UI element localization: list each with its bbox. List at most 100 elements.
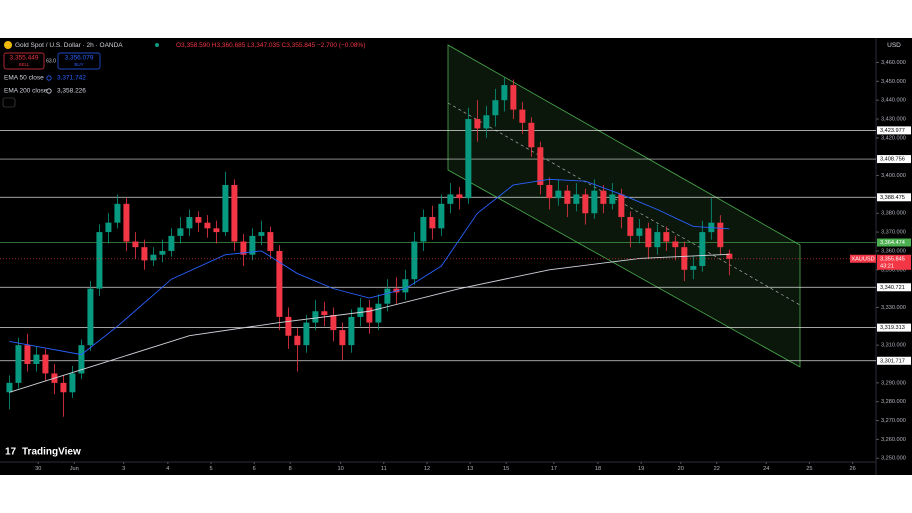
x-tick-label: 20 [678, 466, 684, 472]
ohlc-readout: O3,358.590 H3,360.685 L3,347.035 C3,355.… [176, 42, 365, 49]
candle-body [465, 119, 472, 199]
candle-body [312, 311, 319, 323]
candle-body [402, 279, 409, 293]
x-tick-label: 6 [253, 466, 256, 472]
y-tick-label: 3,420.000 [881, 135, 906, 141]
candle-body [330, 315, 337, 331]
level-label: 3,319.313 [880, 325, 905, 331]
sell-button[interactable] [3, 52, 45, 70]
candle-body [213, 228, 220, 233]
candle-body [717, 222, 724, 248]
candle-body [177, 228, 184, 236]
level-label-box [877, 155, 911, 164]
candle-body [60, 382, 67, 393]
candle-body [537, 147, 544, 185]
brand-logo: 17 [5, 447, 17, 458]
candle-body [258, 232, 265, 236]
candle-body [393, 288, 400, 293]
legend-icon [46, 88, 52, 94]
candle-body [123, 203, 130, 242]
candle-body [114, 203, 121, 223]
legend-icon [46, 75, 52, 81]
level-label-box [877, 238, 911, 247]
y-tick-label: 3,260.000 [881, 437, 906, 443]
level-label: 3,423.977 [880, 128, 905, 134]
y-tick-label: 3,370.000 [881, 230, 906, 236]
candle-body [438, 203, 445, 229]
candle-body [132, 241, 139, 248]
candle-body [429, 217, 436, 229]
level-label-box [877, 283, 911, 292]
x-tick-label: 15 [503, 466, 509, 472]
candle-body [15, 345, 22, 383]
x-tick-label: 18 [595, 466, 601, 472]
candle-body [321, 311, 328, 316]
y-tick-label: 3,290.000 [881, 380, 906, 386]
legend-value: 3,358.226 [57, 88, 86, 95]
candle-body [240, 241, 247, 255]
candle-body [411, 241, 418, 280]
x-tick-label: Jun [70, 466, 79, 472]
candle-body [87, 288, 94, 346]
candle-body [564, 190, 571, 204]
x-tick-label: 5 [209, 466, 212, 472]
x-tick-label: 30 [35, 466, 41, 472]
y-tick-label: 3,380.000 [881, 211, 906, 217]
candle-body [618, 194, 625, 218]
candle-body [501, 85, 508, 101]
candle-body [645, 228, 652, 248]
collapse-button[interactable] [2, 97, 16, 108]
candle-body [510, 85, 517, 110]
candle-body [672, 241, 679, 248]
candle-body [204, 222, 211, 229]
candle-body [546, 184, 553, 199]
legend-value: 3,371.742 [57, 75, 86, 82]
channel-midline [447, 102, 801, 306]
candle-body [78, 345, 85, 374]
y-tick-label: 3,450.000 [881, 79, 906, 85]
candle-body [267, 232, 274, 251]
buy-button[interactable] [57, 52, 101, 70]
x-tick-label: 26 [849, 466, 855, 472]
currency: USD [887, 42, 901, 49]
candle-body [609, 194, 616, 204]
candle-body [150, 254, 157, 261]
candle-body [33, 354, 40, 365]
symbol-title: Gold Spot / U.S. Dollar · 2h · OANDA [15, 42, 123, 49]
candle-body [573, 194, 580, 204]
buy-label: BUY [74, 62, 83, 67]
candle-body [654, 232, 661, 248]
brand: TradingView [22, 447, 81, 458]
sell-price: 3,355.449 [10, 55, 39, 62]
spread: 63.0 [46, 58, 56, 64]
candle-body [231, 184, 238, 242]
x-tick-label: 24 [763, 466, 769, 472]
candle-body [222, 184, 229, 233]
candle-body [384, 288, 391, 304]
countdown: 43:21 [880, 263, 894, 269]
y-tick-label: 3,280.000 [881, 399, 906, 405]
candle-body [348, 316, 355, 346]
candle-body [519, 109, 526, 123]
candle-body [24, 345, 31, 365]
level-label: 3,388.475 [880, 195, 905, 201]
y-tick-label: 3,400.000 [881, 173, 906, 179]
legend-name: EMA 200 close [4, 88, 48, 95]
y-tick-label: 3,250.000 [881, 456, 906, 462]
candle-body [663, 232, 670, 242]
candle-body [474, 119, 481, 129]
buy-price: 3,356.079 [65, 55, 94, 62]
y-tick-label: 3,310.000 [881, 343, 906, 349]
sell-label: SELL [18, 62, 30, 67]
y-tick-label: 3,460.000 [881, 60, 906, 66]
plot-area [0, 44, 876, 417]
candle-body [69, 373, 76, 393]
candle-body [636, 228, 643, 236]
level-label: 3,301.717 [880, 358, 905, 364]
candle-body [141, 247, 148, 261]
candle-body [528, 122, 535, 148]
x-tick-label: 19 [638, 466, 644, 472]
candle-body [285, 316, 292, 336]
price-label: 3,355.845 [880, 256, 905, 262]
